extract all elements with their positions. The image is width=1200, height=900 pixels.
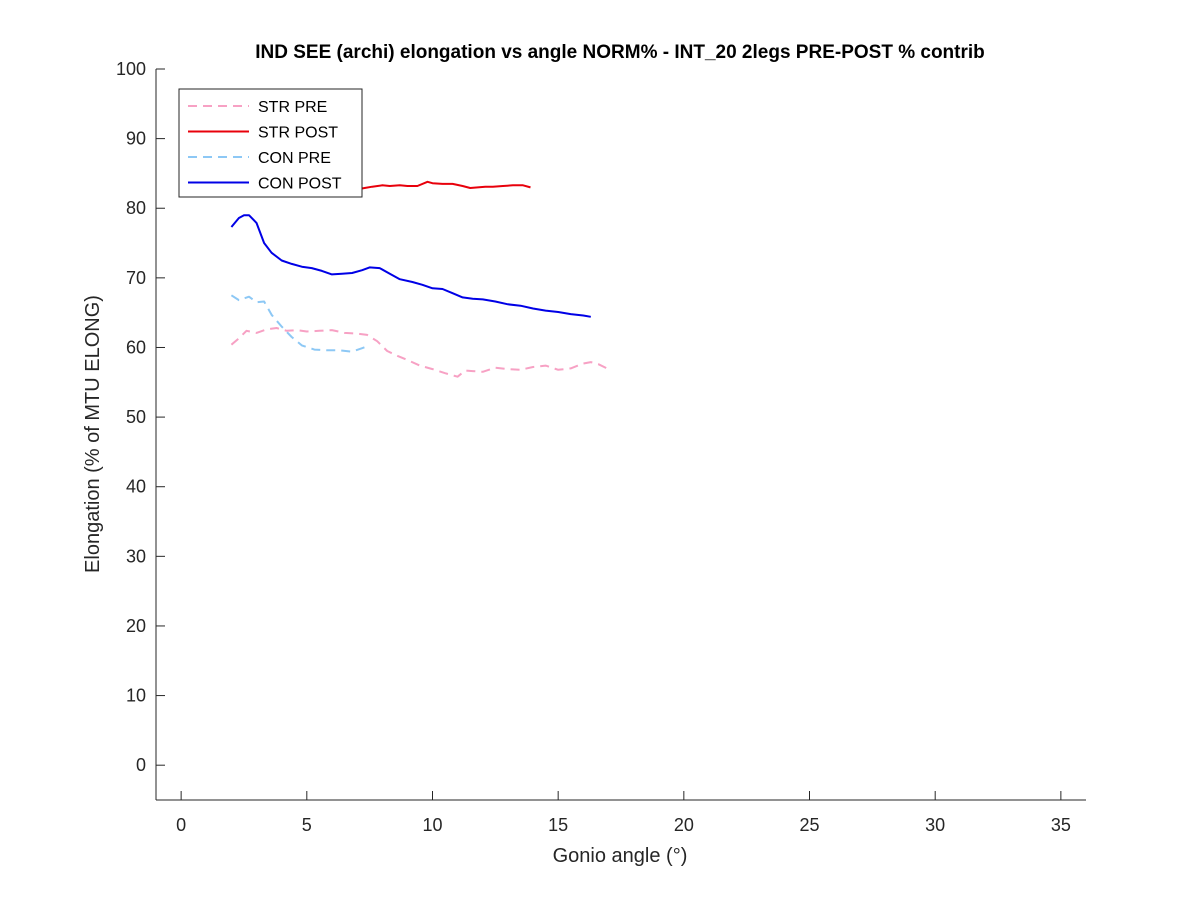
legend-label: STR PRE (258, 99, 327, 116)
x-tick-label: 0 (176, 815, 186, 835)
y-tick-label: 40 (126, 477, 146, 497)
legend-label: CON POST (258, 176, 342, 193)
y-tick-label: 10 (126, 686, 146, 706)
y-axis-ticks: 0 10 20 30 40 50 60 70 80 90 100 (116, 59, 165, 775)
x-tick-label: 25 (799, 815, 819, 835)
legend-label: CON PRE (258, 150, 331, 167)
y-tick-label: 30 (126, 546, 146, 566)
x-tick-label: 10 (422, 815, 442, 835)
y-tick-label: 80 (126, 198, 146, 218)
x-tick-label: 5 (302, 815, 312, 835)
y-tick-label: 0 (136, 755, 146, 775)
x-axis-ticks: 0 5 10 15 20 25 30 35 (176, 791, 1071, 835)
series-line-con-post (230, 214, 591, 318)
chart-title: IND SEE (archi) elongation vs angle NORM… (255, 42, 985, 63)
series-line-str-pre (230, 327, 609, 378)
y-tick-label: 100 (116, 59, 146, 79)
axes-lines (155, 69, 1086, 801)
y-tick-label: 50 (126, 407, 146, 427)
series-layer (230, 180, 609, 378)
x-tick-label: 15 (548, 815, 568, 835)
y-tick-label: 70 (126, 268, 146, 288)
series-line-con-pre (230, 294, 370, 353)
series-line-str-post (351, 180, 531, 191)
y-axis-label: Elongation (% of MTU ELONG) (82, 295, 104, 573)
y-tick-label: 60 (126, 337, 146, 357)
y-tick-label: 90 (126, 129, 146, 149)
x-tick-label: 30 (925, 815, 945, 835)
legend-label: STR POST (258, 125, 338, 142)
legend: STR PRE STR POST CON PRE CON POST (178, 88, 363, 198)
y-tick-label: 20 (126, 616, 146, 636)
x-axis-label: Gonio angle (°) (553, 845, 688, 867)
x-tick-label: 20 (674, 815, 694, 835)
legend-items: STR PRE STR POST CON PRE CON POST (188, 99, 342, 193)
x-tick-label: 35 (1051, 815, 1071, 835)
